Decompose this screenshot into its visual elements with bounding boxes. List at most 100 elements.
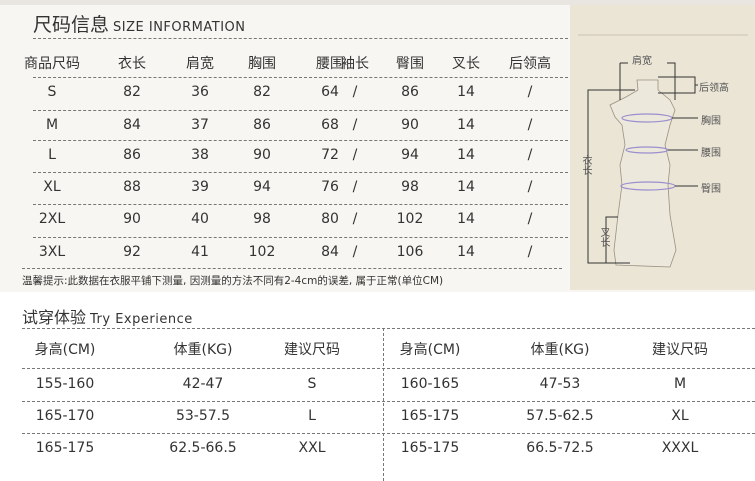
table-cell: 160-165: [400, 376, 460, 392]
table-cell: 14: [457, 244, 475, 260]
row-divider: [22, 368, 755, 369]
table-cell: 76: [321, 179, 339, 195]
table-cell: 98: [253, 211, 271, 227]
column-header: 臀围: [396, 56, 424, 72]
table-cell: 165-170: [35, 408, 95, 424]
table-cell: L: [308, 408, 316, 424]
table-cell: 64: [321, 84, 339, 100]
table-cell: 102: [396, 211, 424, 227]
table-cell: 14: [457, 147, 475, 163]
column-header: 体重(KG): [173, 342, 233, 358]
table-cell: 68: [321, 117, 339, 133]
table-cell: XL: [671, 408, 689, 424]
row-divider: [33, 77, 568, 78]
table-cell: 94: [253, 179, 271, 195]
table-cell: XXXL: [661, 440, 699, 456]
table-cell: 57.5-62.5: [526, 408, 594, 424]
table-cell: /: [352, 147, 358, 163]
table-cell: /: [352, 211, 358, 227]
column-header: 体重(KG): [530, 342, 590, 358]
table-cell: /: [527, 117, 533, 133]
table-cell: S: [307, 376, 317, 392]
row-divider: [33, 237, 568, 238]
table-cell: 40: [191, 211, 209, 227]
table-cell: 92: [123, 244, 141, 260]
table-cell: 90: [123, 211, 141, 227]
divider: [22, 268, 562, 269]
table-cell: 66.5-72.5: [526, 440, 594, 456]
table-cell: 102: [248, 244, 276, 260]
qipao-illustration: [578, 34, 748, 268]
table-cell: 62.5-66.5: [169, 440, 237, 456]
table-cell: 14: [457, 84, 475, 100]
table-cell: /: [352, 84, 358, 100]
table-cell: 86: [123, 147, 141, 163]
column-header: 叉长: [452, 56, 480, 72]
table-cell: /: [527, 84, 533, 100]
column-divider: [383, 328, 384, 481]
label-waist: 腰围: [701, 148, 721, 159]
column-header: 身高(CM): [34, 342, 96, 358]
dress-diagram: 肩宽 后领高 胸围 腰围 臀围 衣长 叉长: [570, 5, 755, 290]
table-cell: 72: [321, 147, 339, 163]
table-cell: /: [527, 244, 533, 260]
table-cell: 36: [191, 84, 209, 100]
column-header: 建议尺码: [284, 342, 340, 358]
row-divider: [33, 110, 568, 111]
label-collar: 后领高: [699, 83, 729, 94]
table-cell: /: [352, 179, 358, 195]
size-info-title: 尺码信息 SIZE INFORMATION: [33, 10, 246, 37]
table-cell: 86: [401, 84, 419, 100]
column-header: 建议尺码: [652, 342, 708, 358]
column-header: 腰围: [316, 56, 344, 72]
column-header: 胸围: [248, 56, 276, 72]
table-cell: 90: [253, 147, 271, 163]
table-cell: M: [673, 376, 687, 392]
table-cell: 41: [191, 244, 209, 260]
column-header: 袖长: [341, 56, 369, 72]
table-cell: 47-53: [539, 376, 581, 392]
row-divider: [22, 401, 755, 402]
table-cell: 82: [123, 84, 141, 100]
table-cell: /: [352, 244, 358, 260]
top-border: [0, 0, 755, 5]
table-cell: 86: [253, 117, 271, 133]
table-cell: 82: [253, 84, 271, 100]
measurement-note: 温馨提示:此数据在衣服平铺下测量, 因测量的方法不同有2-4cm的误差, 属于正…: [22, 275, 444, 287]
table-cell: 3XL: [38, 244, 66, 260]
label-chest: 胸围: [701, 116, 721, 127]
label-length: 衣长: [580, 155, 591, 175]
label-slit: 叉长: [598, 227, 609, 247]
table-cell: 84: [321, 244, 339, 260]
table-cell: 98: [401, 179, 419, 195]
table-cell: 2XL: [38, 211, 66, 227]
table-cell: 88: [123, 179, 141, 195]
title-cn: 尺码信息: [33, 14, 110, 36]
table-cell: 165-175: [35, 440, 95, 456]
table-cell: /: [527, 147, 533, 163]
table-cell: 106: [396, 244, 424, 260]
table-cell: 14: [457, 179, 475, 195]
label-shoulder: 肩宽: [632, 56, 652, 67]
table-cell: /: [352, 117, 358, 133]
table-cell: /: [527, 179, 533, 195]
label-hip: 臀围: [701, 184, 721, 195]
divider: [33, 38, 568, 39]
table-cell: 155-160: [35, 376, 95, 392]
column-header: 衣长: [118, 56, 146, 72]
divider: [22, 328, 755, 329]
table-cell: 14: [457, 211, 475, 227]
table-cell: 90: [401, 117, 419, 133]
table-cell: 42-47: [182, 376, 224, 392]
try-experience-title: 试穿体验 Try Experience: [22, 304, 193, 328]
title-cn: 试穿体验: [22, 308, 87, 327]
column-header: 商品尺码: [24, 56, 80, 72]
table-cell: 37: [191, 117, 209, 133]
table-cell: L: [48, 147, 56, 163]
table-cell: S: [47, 84, 57, 100]
table-cell: 80: [321, 211, 339, 227]
table-cell: 14: [457, 117, 475, 133]
row-divider: [22, 433, 755, 434]
column-header: 身高(CM): [399, 342, 461, 358]
table-cell: XL: [43, 179, 61, 195]
